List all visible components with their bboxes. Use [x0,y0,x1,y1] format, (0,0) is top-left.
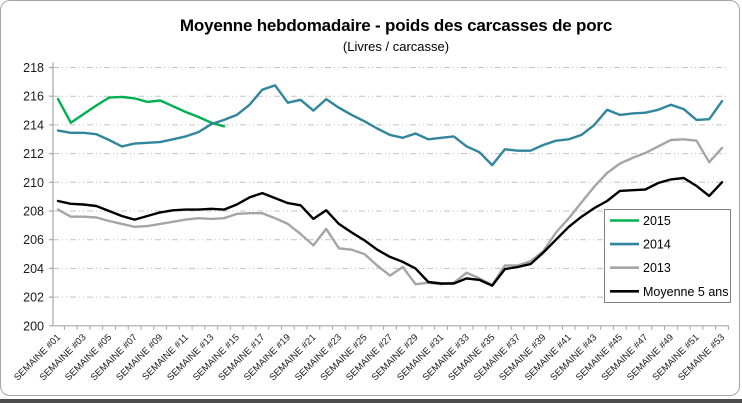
y-axis-label: 206 [23,233,44,247]
bottom-edge-strip [0,399,742,403]
chart-title: Moyenne hebdomadaire - poids des carcass… [180,16,612,35]
y-axis-label: 214 [23,118,44,132]
y-axis-label: 200 [23,319,44,333]
series-line-2015 [56,95,226,128]
legend-label: 2013 [643,261,671,275]
series-line-2014 [56,84,724,167]
chart-subtitle: (Livres / carcasse) [343,39,449,54]
y-axis-label: 202 [23,291,44,305]
y-axis-label: 218 [23,61,44,75]
y-axis-label: 216 [23,90,44,104]
y-axis-label: 212 [23,147,44,161]
y-axis-label: 204 [23,262,44,276]
series-line-2013 [56,138,724,287]
legend-label: 2014 [643,238,671,252]
y-axis-label: 208 [23,205,44,219]
legend-box [604,209,731,303]
data-series [56,84,724,287]
axes [49,62,729,330]
y-axis-labels: 200 202 204 206 208 210 212 214 216 218 [23,61,44,333]
legend: 2015 2014 2013 Moyenne 5 ans [604,209,731,303]
series-line-moyenne-5-ans [56,176,724,287]
legend-label: Moyenne 5 ans [643,285,728,299]
y-axis-label: 210 [23,176,44,190]
chart-frame: Moyenne hebdomadaire - poids des carcass… [0,0,740,396]
legend-label: 2015 [643,214,671,228]
weekly-carcass-weight-chart: Moyenne hebdomadaire - poids des carcass… [12,16,731,383]
